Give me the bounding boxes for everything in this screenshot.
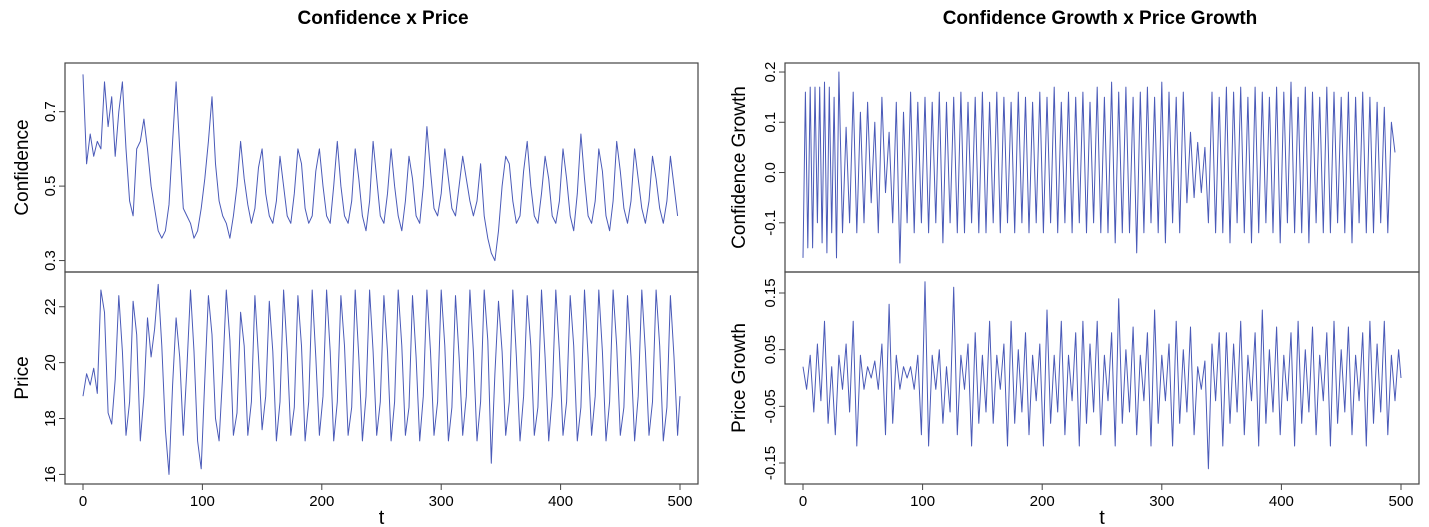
y-tick-label: 22: [42, 298, 59, 315]
y-tick-label: -0.1: [762, 210, 779, 236]
y-tick-label: 0.2: [762, 62, 779, 83]
series-line: [82, 283, 681, 475]
y-tick-label: 20: [42, 354, 59, 371]
panel-1: -0.1 0.0 0.1 0.2 Confidence Growth: [729, 62, 1420, 273]
y-tick-label: 0.5: [42, 176, 59, 197]
chart-title: Confidence Growth x Price Growth: [943, 8, 1258, 29]
y-axis-label: Price Growth: [729, 323, 750, 433]
chart-title: Confidence x Price: [297, 8, 468, 29]
x-tick-label: 200: [1030, 493, 1055, 510]
x-tick-label: 0: [79, 493, 87, 510]
x-axis-label: t: [379, 507, 385, 527]
x-tick-label: 300: [429, 493, 454, 510]
x-tick-label: 300: [1149, 493, 1174, 510]
panel-2: 16 18 20 22 Price: [12, 271, 699, 485]
chart-1: Confidence x Price0.30.50.7Confidence161…: [12, 8, 699, 527]
y-tick-label: 0.15: [762, 278, 779, 307]
y-tick-label: 0.3: [42, 250, 59, 271]
y-tick-label: 16: [42, 466, 59, 483]
chart-2: Confidence Growth x Price Growth -0.1 0.0 0…: [729, 8, 1420, 527]
y-tick-label: 0.05: [762, 335, 779, 364]
y-tick-label: -0.05: [762, 389, 779, 423]
y-axis-label: Confidence Growth: [729, 86, 750, 249]
x-tick-label: 100: [190, 493, 215, 510]
panel-frame: [784, 271, 1420, 485]
series-line: [802, 281, 1402, 470]
x-axis-label: t: [1099, 507, 1105, 527]
y-tick-label: 0.0: [762, 162, 779, 183]
y-tick-label: 0.7: [42, 101, 59, 122]
y-tick-label: 0.1: [762, 112, 779, 133]
series-line: [802, 71, 1396, 264]
y-axis-label: Price: [12, 356, 33, 399]
x-tick-label: 200: [309, 493, 334, 510]
x-tick-label: 100: [910, 493, 935, 510]
y-tick-label: -0.15: [762, 446, 779, 480]
x-tick-label: 400: [548, 493, 573, 510]
y-axis-label: Confidence: [12, 119, 33, 215]
panel-2: -0.15 -0.05 0.05 0.15 Price Growth: [729, 271, 1420, 485]
x-tick-label: 400: [1269, 493, 1294, 510]
x-tick-label: 500: [667, 493, 692, 510]
x-tick-label: 0: [799, 493, 807, 510]
series-line: [82, 74, 679, 262]
panel-1: 0.3 0.5 0.7 Confidence: [12, 62, 699, 273]
y-tick-label: 18: [42, 410, 59, 427]
panel-frame: [64, 271, 699, 485]
x-tick-label: 500: [1388, 493, 1413, 510]
panel-frame: [64, 62, 699, 273]
